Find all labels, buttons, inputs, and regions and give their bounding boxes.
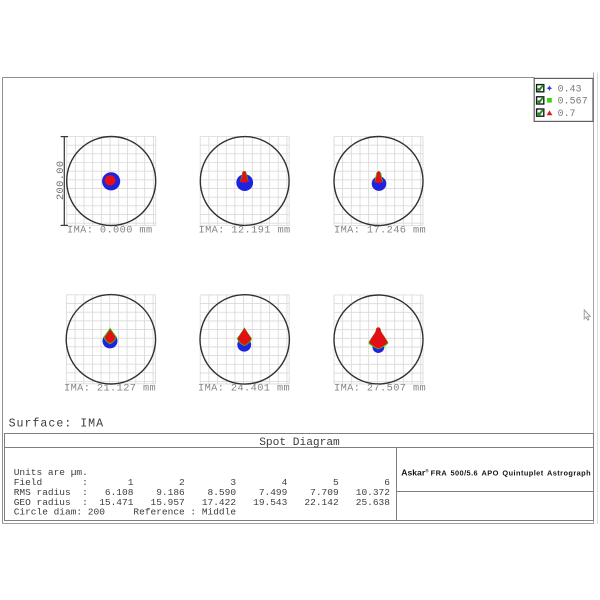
svg-text:Field : 1 2: Field : 1 2 3 4 5 6 [14,477,391,488]
svg-text:IMA: 12.191 mm: IMA: 12.191 mm [199,225,291,237]
svg-text:RMS radius : 6.108 9.186: RMS radius : 6.108 9.186 8.590 7.499 7.7… [14,487,391,498]
svg-text:IMA: 0.000 mm: IMA: 0.000 mm [67,225,153,237]
svg-text:IMA: 21.127 mm: IMA: 21.127 mm [64,383,156,395]
svg-text:GEO radius : 15.471 15.957: GEO radius : 15.471 15.957 17.422 19.543… [14,497,391,508]
svg-text:0.567: 0.567 [558,96,588,107]
svg-text:Askar®FRA 500/5.6 APO Quintupl: Askar® FRA 500/5.6 APO Quintuplet Astrogr… [401,468,591,478]
svg-text:200.00: 200.00 [55,161,67,200]
svg-text:Circle diam: 200 Reference: Circle diam: 200 Reference : Middle [14,507,237,518]
svg-text:IMA: 27.507 mm: IMA: 27.507 mm [334,383,426,395]
svg-text:Spot Diagram: Spot Diagram [259,437,340,449]
svg-text:0.43: 0.43 [558,83,582,94]
svg-text:IMA: 24.401 mm: IMA: 24.401 mm [198,383,290,395]
svg-text:Surface: IMA: Surface: IMA [9,418,105,431]
svg-text:IMA: 17.246 mm: IMA: 17.246 mm [334,225,426,237]
svg-text:Units are µm.: Units are µm. [14,467,88,478]
svg-text:0.7: 0.7 [558,108,576,119]
